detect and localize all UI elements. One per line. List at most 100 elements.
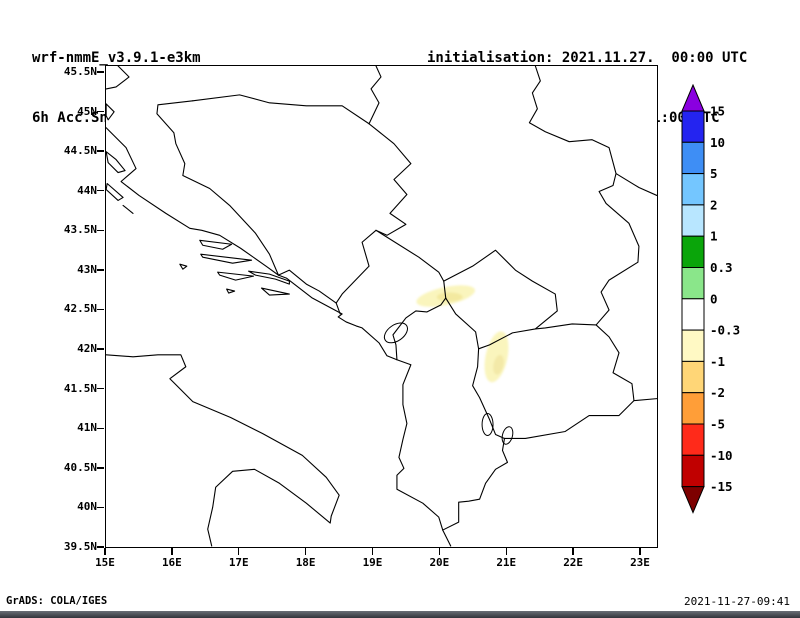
y-axis-label: 39.5N xyxy=(63,539,97,553)
y-axis-tick xyxy=(97,427,104,429)
snow-patch xyxy=(436,292,463,302)
colorbar-segment xyxy=(681,454,705,488)
colorbar-segment xyxy=(681,360,705,394)
y-axis-label: 42.5N xyxy=(63,302,97,316)
lake-shkodra xyxy=(383,322,408,344)
colorbar-segment xyxy=(681,141,705,175)
border-macedonia-albania xyxy=(472,348,506,439)
colorbar-cap-top xyxy=(681,83,705,112)
border-sava-danube-north xyxy=(192,66,382,125)
y-axis-label: 41.5N xyxy=(63,381,97,395)
y-axis-tick xyxy=(97,190,104,192)
grads-credit: GrADS: COLA/IGES xyxy=(6,595,108,607)
window-edge-strip xyxy=(0,611,800,618)
x-axis-tick xyxy=(104,548,106,555)
colorbar-svg: 15 10 5 2 1 0.3 0 -0.3 -1 -2 -5 -10 -15 xyxy=(681,83,740,514)
lake-ohrid xyxy=(481,413,494,436)
adriatic-islands xyxy=(106,103,290,296)
island-korcula xyxy=(217,271,255,281)
y-axis-label: 43N xyxy=(77,262,97,276)
island-pag xyxy=(106,151,126,174)
x-axis-tick xyxy=(572,548,574,555)
island-hvar xyxy=(200,253,253,264)
island-krk xyxy=(106,103,115,121)
y-axis-tick xyxy=(97,387,104,390)
colorbar-segment xyxy=(681,298,705,331)
x-axis-label: 22E xyxy=(563,556,584,569)
initialisation-time: initialisation: 2021.11.27. 00:00 UTC xyxy=(427,50,748,66)
x-axis-tick xyxy=(438,548,441,555)
creation-timestamp: 2021-11-27-09:41 xyxy=(684,595,790,608)
colorbar-label: -1 xyxy=(710,354,725,369)
x-axis-label: 15E xyxy=(95,556,115,569)
colorbar-segment xyxy=(681,392,705,425)
colorbar-label: 5 xyxy=(710,166,718,181)
colorbar-label: -5 xyxy=(710,417,725,432)
x-axis-tick xyxy=(639,548,641,555)
border-croatia-bosnia-west xyxy=(156,100,279,276)
map-frame xyxy=(105,65,658,548)
colorbar-label: 0.3 xyxy=(710,260,733,275)
border-albania-greece xyxy=(442,437,509,531)
island-vis xyxy=(179,263,188,270)
colorbar-label: 10 xyxy=(710,135,725,150)
colorbar-segment xyxy=(681,329,705,362)
border-serbia-romania xyxy=(528,66,617,175)
lake-prespa xyxy=(501,426,514,445)
y-axis-tick xyxy=(97,467,104,469)
y-axis-tick xyxy=(97,546,104,548)
x-axis-label: 20E xyxy=(429,556,450,569)
peninsula-peljesac xyxy=(248,270,290,285)
border-montenegro-albania xyxy=(392,297,447,361)
y-axis-label: 43.5N xyxy=(63,223,97,237)
y-axis-tick xyxy=(97,269,104,271)
colorbar-segment xyxy=(681,173,705,206)
border-serbia-bulgaria xyxy=(595,173,640,326)
colorbar-label: 2 xyxy=(710,197,718,212)
colorbar-label: -0.3 xyxy=(710,323,740,338)
colorbar-label: -2 xyxy=(710,385,725,400)
x-axis-tick xyxy=(505,548,507,555)
x-axis-tick xyxy=(238,548,240,555)
model-name: wrf-nmmE_v3.9.1-e3km xyxy=(32,50,201,66)
colorbar-label: 1 xyxy=(710,229,718,244)
snow-patch xyxy=(484,331,509,383)
y-axis-label: 40.5N xyxy=(63,460,97,474)
island-mljet xyxy=(260,287,290,296)
snow-patch xyxy=(493,354,504,375)
border-drina-bosnia-serbia xyxy=(368,123,412,236)
colorbar-segment xyxy=(681,110,705,143)
border-montenegro-serbia xyxy=(375,229,445,282)
snow-shading xyxy=(416,285,509,383)
lakes xyxy=(383,322,514,445)
border-bosnia-montenegro xyxy=(335,229,377,304)
island-kornati xyxy=(122,204,134,214)
colorbar-label: 0 xyxy=(710,291,718,306)
y-axis-tick xyxy=(97,308,104,311)
y-axis-tick xyxy=(97,229,104,232)
y-axis-label: 42N xyxy=(77,342,97,356)
colorbar-segment xyxy=(681,204,705,237)
y-axis-tick xyxy=(97,348,104,350)
x-axis-tick xyxy=(371,548,374,555)
coastline-east-adriatic xyxy=(106,127,452,547)
colorbar-cap-bottom xyxy=(681,486,705,514)
x-axis-label: 19E xyxy=(362,556,383,569)
colorbar-label: -10 xyxy=(710,448,733,463)
island-dugi-otok xyxy=(106,182,124,201)
colorbar-segment xyxy=(681,423,705,456)
island-lastovo xyxy=(226,288,236,294)
border-macedonia-greece xyxy=(503,400,635,439)
x-axis-label: 16E xyxy=(161,556,182,569)
y-axis-tick xyxy=(97,506,104,509)
colorbar-label: -15 xyxy=(710,479,733,494)
border-slovenia-croatia xyxy=(106,66,130,90)
colorbar: 15 10 5 2 1 0.3 0 -0.3 -1 -2 -5 -10 -15 xyxy=(676,83,748,520)
x-axis-label: 21E xyxy=(496,556,517,569)
border-macedonia-bulgaria xyxy=(595,324,635,402)
x-axis-label: 23E xyxy=(630,556,650,569)
y-axis-label: 41N xyxy=(77,421,97,435)
x-axis-tick xyxy=(171,548,173,555)
border-croatia-dubrovnik-strip xyxy=(277,269,341,315)
